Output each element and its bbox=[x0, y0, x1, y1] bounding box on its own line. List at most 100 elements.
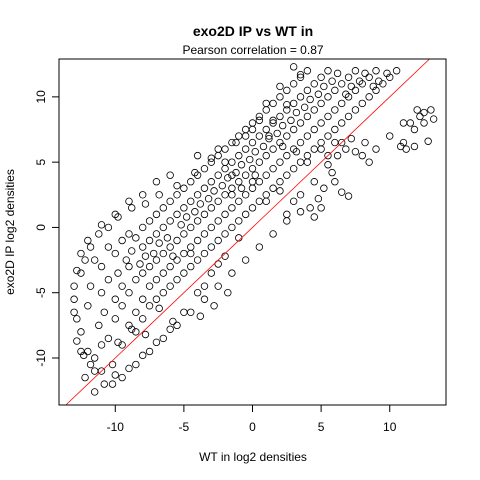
data-point bbox=[200, 164, 209, 173]
data-point bbox=[296, 73, 305, 81]
data-point bbox=[310, 213, 318, 221]
data-point bbox=[118, 341, 126, 349]
data-point bbox=[255, 158, 264, 166]
data-point bbox=[289, 80, 298, 88]
data-point bbox=[402, 145, 410, 153]
y-tick-label: -5 bbox=[34, 287, 48, 298]
data-point bbox=[224, 289, 232, 297]
data-point bbox=[79, 351, 88, 360]
data-point bbox=[173, 210, 181, 219]
data-point bbox=[97, 341, 106, 349]
data-point bbox=[248, 204, 257, 212]
data-point bbox=[125, 230, 133, 238]
data-point bbox=[125, 364, 133, 373]
data-point bbox=[331, 106, 339, 114]
data-point bbox=[152, 230, 161, 238]
data-point bbox=[232, 138, 240, 147]
data-point bbox=[237, 161, 246, 169]
data-point bbox=[173, 256, 181, 264]
reference-line bbox=[65, 58, 430, 406]
y-axis: -10 -5 0 5 10 bbox=[34, 90, 60, 367]
data-point bbox=[276, 178, 284, 186]
data-point bbox=[283, 217, 291, 225]
data-point bbox=[200, 249, 209, 258]
data-point bbox=[276, 187, 284, 195]
data-point bbox=[139, 243, 147, 251]
data-point bbox=[97, 262, 106, 271]
data-point bbox=[296, 138, 305, 147]
data-point bbox=[193, 236, 202, 245]
data-point bbox=[187, 262, 195, 271]
data-point bbox=[386, 132, 394, 140]
data-point bbox=[180, 230, 188, 238]
data-point bbox=[251, 147, 259, 156]
data-point bbox=[84, 302, 92, 310]
data-point bbox=[424, 137, 432, 145]
data-point bbox=[324, 151, 332, 160]
data-point bbox=[331, 125, 339, 134]
data-point bbox=[269, 184, 277, 192]
data-point bbox=[333, 151, 342, 160]
data-point bbox=[365, 158, 373, 166]
data-point bbox=[289, 125, 298, 134]
data-point bbox=[287, 116, 295, 125]
x-tick-label: -5 bbox=[179, 420, 190, 434]
data-point bbox=[128, 325, 136, 333]
data-point bbox=[347, 134, 356, 143]
data-point bbox=[303, 132, 312, 140]
data-point bbox=[283, 106, 291, 114]
data-point bbox=[145, 262, 154, 271]
data-point bbox=[166, 217, 174, 225]
data-point bbox=[207, 223, 216, 232]
data-point bbox=[77, 269, 85, 277]
data-point bbox=[289, 63, 298, 71]
data-point bbox=[283, 151, 291, 160]
data-point bbox=[111, 249, 119, 258]
data-point bbox=[410, 142, 419, 151]
data-point bbox=[73, 337, 81, 345]
data-point bbox=[139, 351, 147, 360]
data-point bbox=[166, 325, 174, 333]
data-point bbox=[228, 191, 236, 199]
data-point bbox=[289, 164, 298, 173]
data-point bbox=[406, 119, 415, 127]
data-point bbox=[187, 243, 195, 251]
data-point bbox=[324, 93, 332, 101]
data-point bbox=[166, 262, 174, 271]
data-point bbox=[104, 334, 113, 343]
data-point bbox=[73, 266, 81, 275]
x-tick-label: -10 bbox=[107, 420, 125, 434]
data-point bbox=[265, 134, 273, 143]
data-point bbox=[361, 138, 369, 147]
data-point bbox=[338, 99, 346, 108]
data-point bbox=[306, 95, 314, 104]
data-point bbox=[152, 275, 161, 284]
data-point bbox=[163, 234, 172, 242]
data-point bbox=[283, 171, 291, 179]
data-point bbox=[317, 73, 325, 81]
data-point bbox=[248, 138, 257, 147]
data-point bbox=[214, 217, 222, 225]
data-point bbox=[152, 295, 161, 303]
data-point bbox=[255, 116, 264, 125]
data-point bbox=[114, 269, 122, 277]
y-axis-label: exo2D IP log2 densities bbox=[3, 169, 17, 295]
data-point bbox=[90, 256, 99, 264]
data-point bbox=[372, 67, 380, 75]
data-point bbox=[182, 213, 191, 221]
data-point bbox=[296, 208, 305, 216]
data-point bbox=[207, 158, 216, 166]
data-point bbox=[386, 73, 394, 81]
data-point bbox=[139, 315, 147, 323]
data-point bbox=[221, 164, 229, 173]
data-point bbox=[289, 197, 298, 206]
data-point bbox=[125, 321, 133, 330]
data-point bbox=[351, 106, 360, 114]
data-point bbox=[300, 103, 309, 112]
data-point bbox=[420, 108, 428, 117]
data-point bbox=[141, 252, 150, 260]
data-point bbox=[180, 249, 188, 258]
y-tick-label: 10 bbox=[34, 90, 48, 104]
data-point bbox=[228, 184, 236, 192]
data-point bbox=[122, 256, 130, 264]
